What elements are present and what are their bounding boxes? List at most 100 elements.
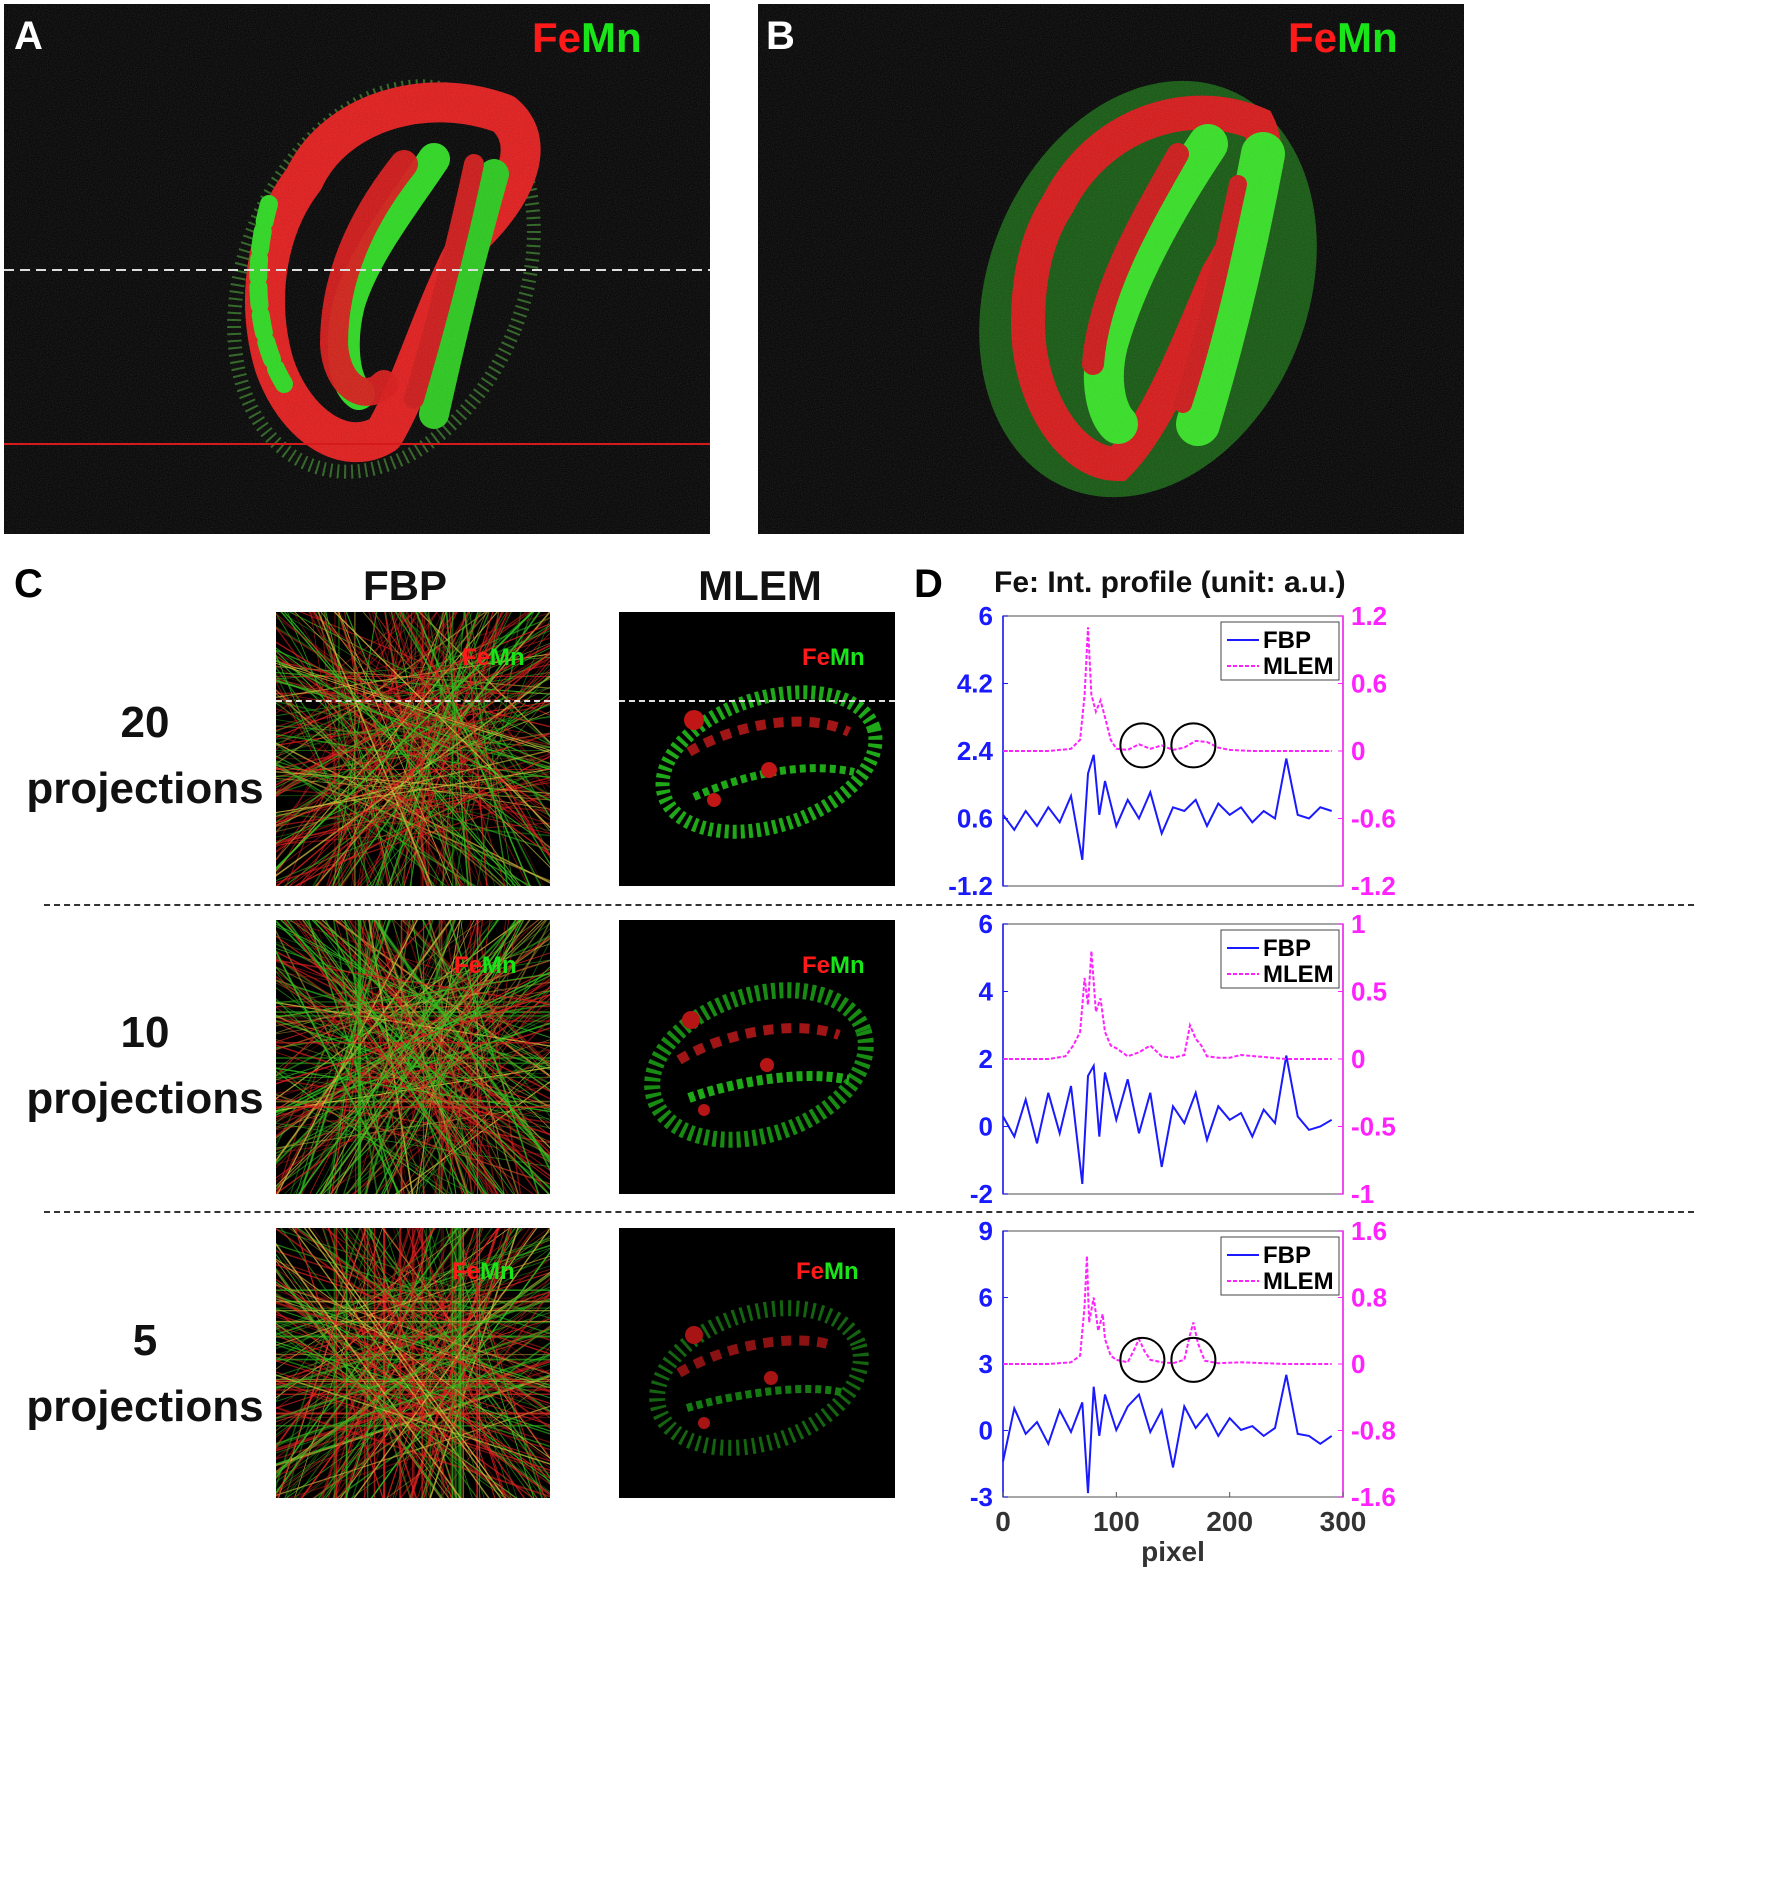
fbp-streak	[311, 920, 550, 1159]
fbp-streak	[276, 612, 534, 870]
fbp-streak	[348, 920, 490, 1194]
fbp-streak	[285, 920, 488, 1194]
left-tick-label: 6	[979, 1283, 993, 1313]
fbp-streak	[318, 920, 519, 1194]
fbp-streak	[276, 764, 550, 832]
fbp-streak	[390, 612, 458, 886]
left-tick-label: -3	[970, 1482, 993, 1512]
fbp-streak	[276, 920, 452, 1162]
mlem5-femn-label: FeMn	[796, 1258, 859, 1286]
fbp-streak	[276, 660, 550, 728]
fbp-streak	[276, 935, 550, 1137]
right-tick-label: -1	[1351, 1179, 1374, 1209]
fbp-streak	[276, 1359, 550, 1450]
highlight-circle	[1170, 722, 1217, 769]
fbp-streak	[399, 612, 541, 886]
fbp-streak	[320, 612, 522, 886]
fbp-streak	[276, 1237, 550, 1328]
fbp-streak	[276, 702, 550, 844]
fbp-streak	[313, 920, 515, 1194]
fbp-streak	[284, 1228, 374, 1498]
fbp-streak	[276, 612, 423, 759]
fbp-streak	[276, 1093, 474, 1194]
right-tick-label: -1.2	[1351, 871, 1396, 901]
fbp-streak	[276, 822, 550, 845]
fbp-streak	[276, 662, 550, 753]
fbp-streak	[466, 612, 489, 886]
fbp-streak	[340, 1228, 538, 1498]
fbp-streak	[276, 1369, 550, 1460]
fbp-streak	[338, 612, 507, 886]
fbp-streak	[276, 1228, 361, 1489]
mn-label: Mn	[581, 14, 642, 61]
fbp-streak	[287, 612, 402, 886]
right-tick-label: -0.6	[1351, 804, 1396, 834]
fbp-streak	[276, 1228, 455, 1474]
fbp-streak	[372, 920, 464, 1194]
fbp-streak	[276, 1341, 550, 1432]
fbp-streak	[276, 673, 385, 886]
fbp-streak	[351, 1050, 550, 1194]
fbp-streak	[276, 1271, 550, 1473]
panel-a-femn-label: FeMn	[532, 14, 642, 62]
fbp-streak	[276, 642, 550, 758]
fbp-image-20	[276, 612, 550, 886]
fbp-streak	[386, 1378, 550, 1498]
fbp-streak	[312, 612, 550, 850]
fbp-streak	[344, 612, 389, 886]
fbp-streak	[276, 678, 550, 746]
fbp-streak	[276, 920, 540, 1112]
fbp-streak	[388, 612, 529, 886]
highlight-circle	[1170, 1336, 1217, 1383]
fbp-streak	[366, 920, 411, 1194]
right-tick-label: 0	[1351, 1349, 1365, 1379]
fbp-streaks	[276, 920, 550, 1194]
fbp-streak	[276, 961, 550, 1051]
fbp-streak	[283, 920, 485, 1194]
fbp-streak	[294, 920, 496, 1194]
fbp-streak	[276, 616, 550, 853]
legend-label: FBP	[1263, 627, 1311, 654]
fbp-streak	[276, 612, 438, 835]
fbp-streak	[276, 1006, 534, 1194]
fbp-streak	[315, 920, 550, 1155]
fbp-streak	[276, 1308, 550, 1399]
fbp-streak	[381, 1228, 550, 1460]
fbp-streak	[276, 979, 550, 1121]
fbp-streak	[403, 612, 426, 886]
fbp-streak	[276, 796, 550, 842]
fbp-streak	[276, 1374, 550, 1465]
fbp-streak	[325, 612, 393, 886]
panel-d-title: Fe: Int. profile (unit: a.u.)	[994, 566, 1346, 599]
fbp-streak	[441, 612, 532, 886]
fbp-streak	[276, 1356, 550, 1448]
fbp-streak	[276, 1247, 550, 1338]
fbp-streak	[290, 920, 381, 1194]
mlem-image-20	[619, 612, 895, 886]
mlem-image-10	[619, 920, 895, 1194]
left-tick-label: 2	[979, 1044, 993, 1074]
fbp5-femn-label: FeMn	[452, 1258, 515, 1286]
fbp-streak	[276, 781, 550, 827]
fbp-streak	[276, 779, 550, 847]
fbp-streak	[276, 1353, 550, 1445]
fbp-streak	[403, 920, 550, 1067]
fbp-streak	[276, 1344, 550, 1435]
fbp-streak	[315, 612, 406, 886]
fbp-streak	[276, 1380, 550, 1471]
fbp-streak	[276, 689, 507, 886]
mn-label: Mn	[830, 952, 865, 979]
fbp-streak	[276, 1022, 550, 1114]
fbp-streak	[407, 1051, 550, 1194]
fbp-streak	[276, 644, 550, 786]
fbp-streak	[276, 1295, 550, 1387]
row-label-10: 10 projections	[0, 1000, 290, 1132]
fbp-streak	[391, 612, 483, 886]
fbp-streak	[276, 719, 550, 764]
fbp-streak	[276, 763, 477, 886]
fbp-streak	[379, 612, 470, 886]
fbp-streak	[276, 675, 550, 877]
fbp-streak	[286, 1412, 550, 1498]
fbp-streak	[276, 1228, 550, 1427]
fbp-streak	[330, 612, 531, 886]
